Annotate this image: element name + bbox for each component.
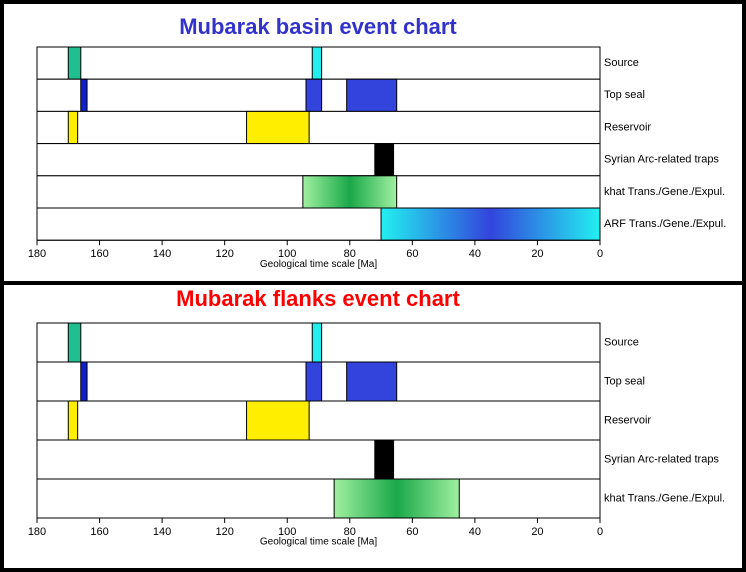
row-label: Source [604,336,639,348]
x-tick-label: 100 [278,526,296,538]
event-bar [305,361,323,402]
event-bar [380,207,601,241]
x-tick-label: 80 [344,248,356,260]
row-box [36,439,601,480]
row-box [36,110,601,145]
event-bar [311,46,323,80]
event-bar [346,361,398,402]
event-bar [311,322,323,363]
event-bar [67,46,82,80]
x-tick-label: 0 [597,526,603,538]
x-tick-label: 60 [406,248,418,260]
event-bar [302,175,398,209]
event-bar [80,361,88,402]
event-bar [374,439,395,480]
event-bar [246,110,310,145]
x-axis-label: Geological time scale [Ma] [260,259,377,270]
row-label: khat Trans./Gene./Expul. [604,186,725,198]
event-bar [333,478,460,519]
row-label: Reservoir [604,414,651,426]
x-tick-label: 60 [406,526,418,538]
x-tick-label: 140 [153,526,171,538]
row-label: Source [604,57,639,69]
row-label: Syrian Arc-related traps [604,154,719,166]
event-bar [346,78,398,112]
x-tick-label: 120 [215,248,233,260]
row-label: Top seal [604,375,645,387]
x-axis-label: Geological time scale [Ma] [260,537,377,548]
x-tick-label: 40 [469,526,481,538]
x-tick-label: 20 [531,248,543,260]
event-bar [305,78,323,112]
x-tick-label: 80 [344,526,356,538]
row-label: Top seal [604,89,645,101]
event-bar [67,400,79,441]
x-tick-label: 100 [278,248,296,260]
row-label: Reservoir [604,121,651,133]
row-box [36,143,601,177]
row-label: khat Trans./Gene./Expul. [604,492,725,504]
x-tick-label: 120 [215,526,233,538]
x-tick-label: 180 [28,248,46,260]
x-tick-label: 20 [531,526,543,538]
row-label: Syrian Arc-related traps [604,453,719,465]
event-bar [374,143,395,177]
chart-title: Mubarak basin event chart [179,14,457,39]
event-bar [80,78,88,112]
x-tick-label: 160 [90,248,108,260]
row-box [36,478,601,519]
x-tick-label: 180 [28,526,46,538]
x-tick-label: 40 [469,248,481,260]
chart-title: Mubarak flanks event chart [176,286,460,311]
x-tick-label: 160 [90,526,108,538]
event-bar [246,400,310,441]
event-bar [67,110,79,145]
x-tick-label: 140 [153,248,171,260]
event-bar [67,322,82,363]
row-box [36,400,601,441]
row-label: ARF Trans./Gene./Expul. [604,218,726,230]
x-tick-label: 0 [597,248,603,260]
